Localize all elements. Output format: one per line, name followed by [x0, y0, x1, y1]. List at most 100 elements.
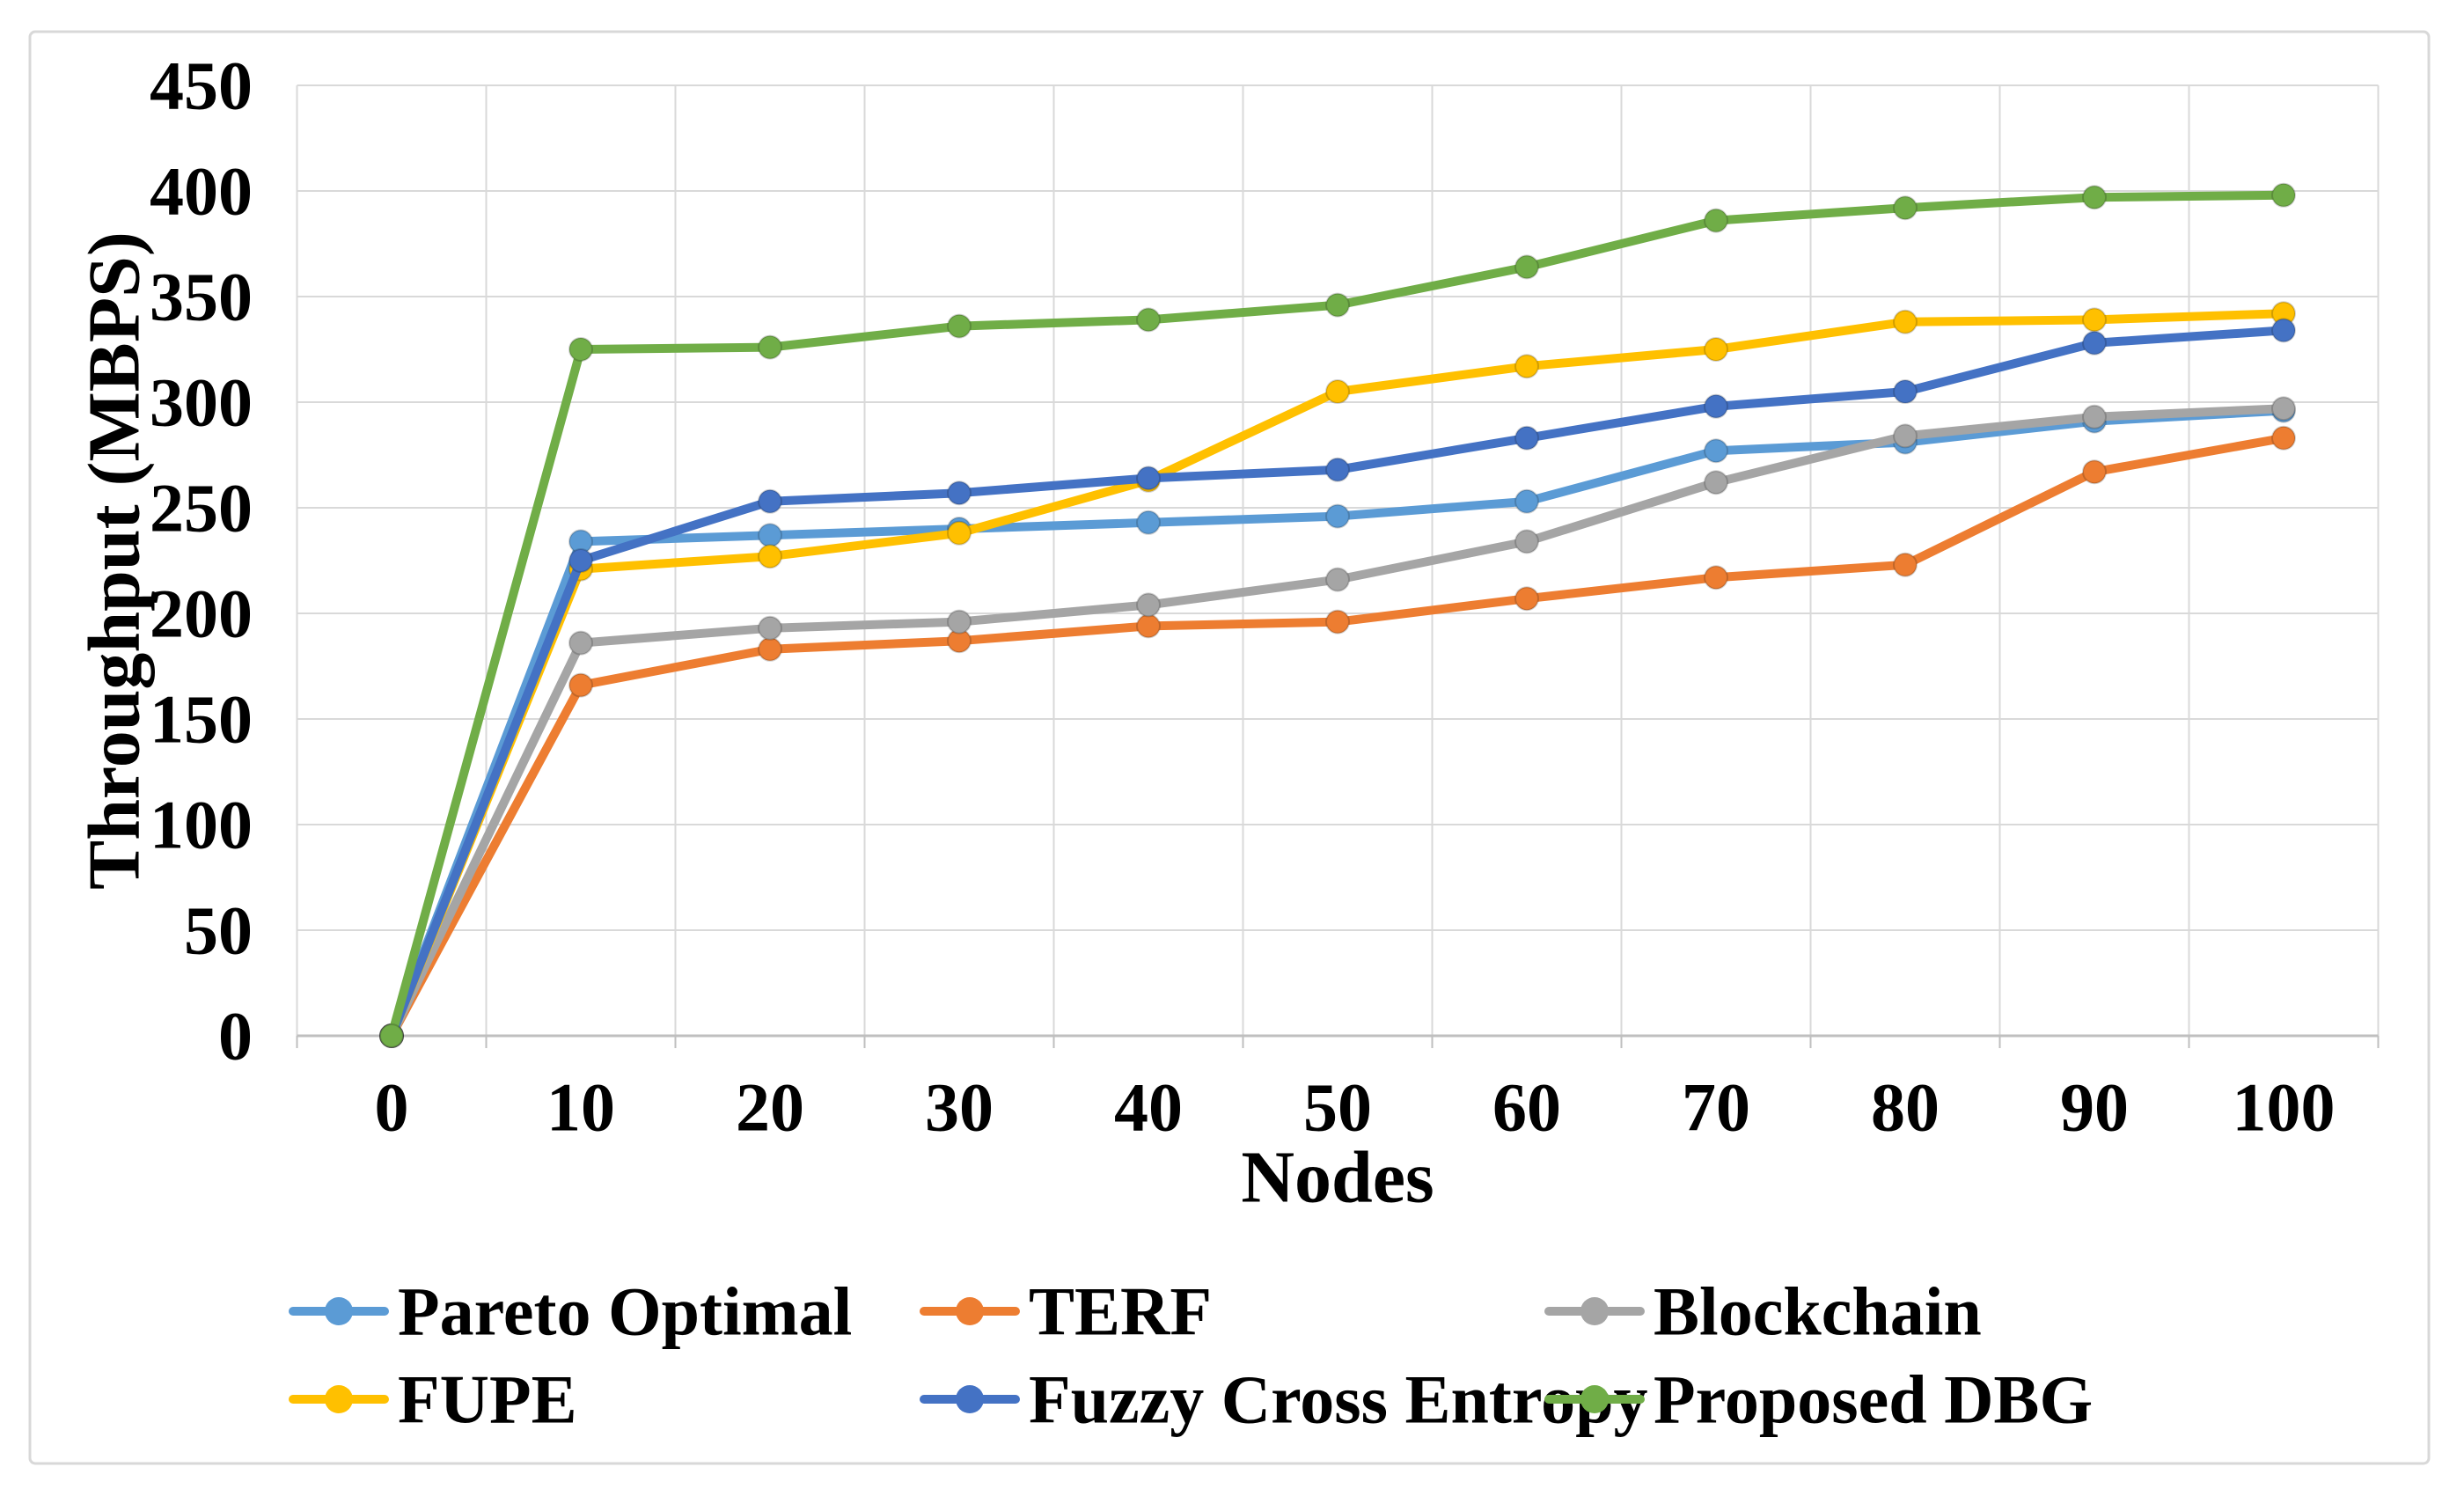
x-tick-label: 60: [1492, 1069, 1561, 1146]
legend-label: Pareto Optimal: [398, 1273, 852, 1350]
legend-label: TERF: [1029, 1273, 1212, 1350]
legend-marker-icon: [956, 1385, 984, 1413]
legend-marker-icon: [325, 1297, 353, 1325]
y-axis-title: Throughput (MBPS): [74, 231, 156, 890]
legend-marker-icon: [956, 1297, 984, 1325]
x-tick-label: 90: [2060, 1069, 2129, 1146]
series-marker-proposed-dbg-x0: [379, 1023, 404, 1048]
y-tick-label: 50: [184, 892, 253, 969]
series-marker-proposed-dbg-x100: [2271, 182, 2296, 208]
y-axis-tick-labels: 0 50 100 150 200 250 300 350 400 450: [150, 48, 253, 1075]
series-marker-proposed-dbg-x30: [947, 313, 972, 339]
y-tick-label: 350: [150, 259, 253, 335]
x-tick-label: 70: [1682, 1069, 1750, 1146]
series-lines: [379, 182, 2296, 1048]
y-tick-label: 250: [150, 470, 253, 546]
legend-marker-icon: [325, 1385, 353, 1413]
y-tick-label: 200: [150, 576, 253, 652]
series-marker-fupe-x80: [1893, 309, 1918, 334]
x-axis-title: Nodes: [1241, 1137, 1434, 1219]
series-marker-blockchain-x30: [947, 609, 972, 634]
y-tick-label: 400: [150, 153, 253, 230]
series-marker-fuzzy-cross-entropy-x60: [1514, 425, 1539, 451]
series-marker-blockchain-x40: [1136, 592, 1161, 618]
legend-item-blockchain: Blockchain: [1544, 1273, 1982, 1350]
y-tick-label: 100: [150, 787, 253, 863]
series-marker-proposed-dbg-x70: [1704, 208, 1728, 233]
y-tick-label: 450: [150, 48, 253, 124]
axes: [296, 1034, 2380, 1048]
series-marker-blockchain-x80: [1893, 423, 1918, 449]
series-marker-blockchain-x90: [2082, 404, 2107, 429]
series-marker-blockchain-x50: [1325, 567, 1350, 592]
legend-item-proposed-dbg: Proposed DBG: [1544, 1361, 2093, 1438]
series-marker-fuzzy-cross-entropy-x20: [758, 488, 782, 514]
series-marker-fuzzy-cross-entropy-x10: [568, 548, 593, 573]
x-tick-label: 0: [375, 1069, 409, 1146]
series-marker-proposed-dbg-x80: [1893, 195, 1918, 221]
series-marker-blockchain-x10: [568, 630, 593, 656]
chart-outer-border: [28, 30, 2431, 1465]
series-marker-fuzzy-cross-entropy-x90: [2082, 330, 2107, 356]
series-marker-fuzzy-cross-entropy-x40: [1136, 466, 1161, 491]
legend-marker-icon: [1580, 1385, 1609, 1413]
legend-item-terf: TERF: [920, 1273, 1212, 1350]
series-marker-terf-x50: [1325, 609, 1350, 634]
series-marker-proposed-dbg-x40: [1136, 307, 1161, 333]
x-tick-label: 20: [736, 1069, 804, 1146]
legend-label: Proposed DBG: [1654, 1361, 2093, 1438]
legend-label: Blockchain: [1654, 1273, 1982, 1350]
series-marker-proposed-dbg-x90: [2082, 185, 2107, 210]
series-marker-pareto-optimal-x40: [1136, 510, 1161, 535]
series-marker-terf-x70: [1704, 565, 1728, 590]
series-marker-fupe-x50: [1325, 379, 1350, 404]
series-marker-pareto-optimal-x50: [1325, 503, 1350, 529]
series-marker-pareto-optimal-x70: [1704, 438, 1728, 464]
legend: Pareto Optimal TERF Blockchain FUPE Fuzz: [289, 1273, 2093, 1438]
x-tick-label: 10: [546, 1069, 615, 1146]
series-marker-fupe-x20: [758, 544, 782, 569]
series-marker-fupe-x30: [947, 520, 972, 546]
series-marker-blockchain-x70: [1704, 470, 1728, 495]
legend-item-fuzzy-cross-entropy: Fuzzy Cross Entropy: [920, 1361, 1648, 1438]
series-marker-fuzzy-cross-entropy-x50: [1325, 457, 1350, 482]
series-marker-fupe-x90: [2082, 307, 2107, 333]
x-tick-label: 80: [1871, 1069, 1940, 1146]
legend-item-pareto-optimal: Pareto Optimal: [289, 1273, 852, 1350]
series-marker-terf-x60: [1514, 586, 1539, 612]
series-marker-terf-x90: [2082, 459, 2107, 485]
series-marker-fupe-x60: [1514, 354, 1539, 379]
series-marker-proposed-dbg-x10: [568, 337, 593, 362]
y-tick-label: 150: [150, 681, 253, 758]
x-tick-label: 100: [2233, 1069, 2336, 1146]
series-marker-fupe-x70: [1704, 337, 1728, 362]
series-marker-proposed-dbg-x20: [758, 334, 782, 360]
series-marker-fuzzy-cross-entropy-x100: [2271, 318, 2296, 343]
series-marker-terf-x100: [2271, 425, 2296, 451]
series-marker-fuzzy-cross-entropy-x30: [947, 480, 972, 506]
y-tick-label: 0: [218, 998, 253, 1075]
series-marker-proposed-dbg-x60: [1514, 254, 1539, 280]
series-marker-pareto-optimal-x60: [1514, 488, 1539, 514]
x-tick-label: 30: [925, 1069, 994, 1146]
series-marker-blockchain-x60: [1514, 529, 1539, 554]
legend-item-fupe: FUPE: [289, 1361, 577, 1438]
legend-label: FUPE: [398, 1361, 577, 1438]
gridlines: [296, 84, 2380, 1037]
series-marker-blockchain-x20: [758, 615, 782, 641]
y-tick-label: 300: [150, 364, 253, 441]
series-marker-terf-x40: [1136, 613, 1161, 639]
legend-marker-icon: [1580, 1297, 1609, 1325]
x-axis-tick-labels: 0 10 20 30 40 50 60 70 80 90 100: [375, 1069, 2336, 1146]
x-tick-label: 50: [1303, 1069, 1372, 1146]
series-marker-fuzzy-cross-entropy-x80: [1893, 379, 1918, 404]
series-marker-terf-x10: [568, 672, 593, 698]
series-marker-terf-x80: [1893, 552, 1918, 577]
x-tick-label: 40: [1114, 1069, 1183, 1146]
series-marker-pareto-optimal-x20: [758, 523, 782, 548]
series-marker-blockchain-x100: [2271, 396, 2296, 422]
series-marker-terf-x20: [758, 636, 782, 662]
series-marker-fuzzy-cross-entropy-x70: [1704, 393, 1728, 419]
